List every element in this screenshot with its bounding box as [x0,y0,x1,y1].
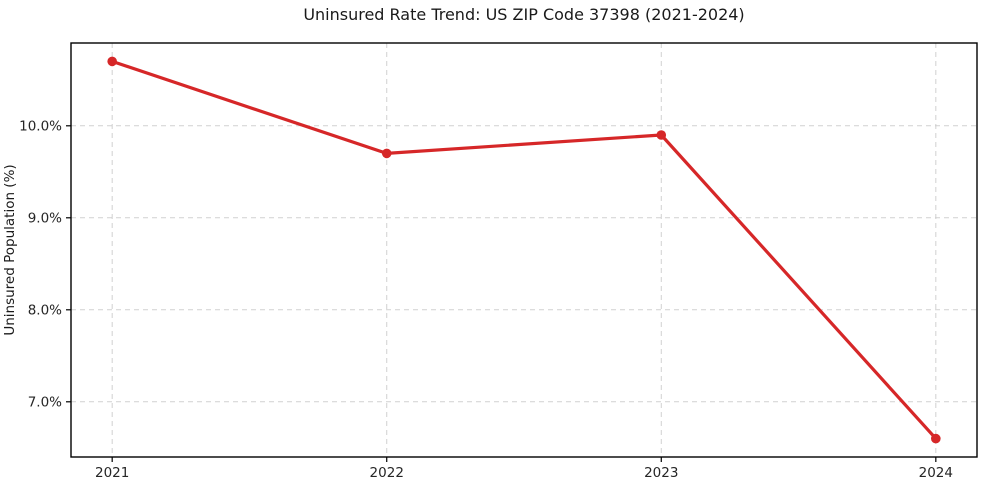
y-axis-label: Uninsured Population (%) [2,164,18,335]
data-point [381,148,392,159]
data-point [931,433,941,444]
plot-frame [70,42,978,458]
chart-title: Uninsured Rate Trend: US ZIP Code 37398 … [303,5,744,24]
trend-line [110,59,938,441]
data-point [656,130,667,140]
data-point [107,56,117,67]
y-tick-label: 9.0% [28,210,62,226]
x-tick-label: 2022 [370,465,404,481]
x-tick-label: 2023 [644,465,678,481]
plot-area: 2021 2022 2023 2024 7.0% 8.0% 9.0% 10.0% [19,42,978,481]
x-tick-label: 2024 [919,465,953,481]
x-tick-label: 2021 [95,465,129,481]
y-tick-label: 10.0% [19,118,62,134]
y-tick-label: 8.0% [28,302,62,318]
y-tick-label: 7.0% [28,394,62,410]
